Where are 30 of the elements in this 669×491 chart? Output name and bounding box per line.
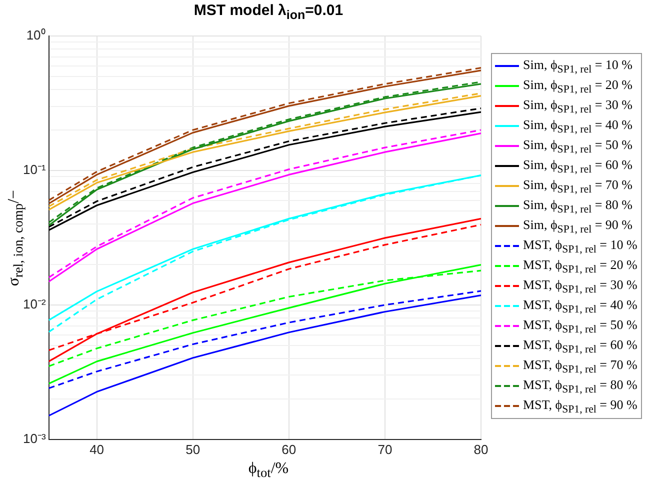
legend-label: Sim, ϕ$_{SP1, rel}$ = 20 %	[523, 76, 633, 96]
legend-label: Sim, ϕ$_{SP1, rel}$ = 50 %	[523, 136, 633, 156]
legend-label: MST, ϕ$_{SP1, rel}$ = 90 %	[523, 396, 638, 416]
legend-label: MST, ϕ$_{SP1, rel}$ = 20 %	[523, 256, 638, 276]
line-series	[48, 290, 481, 390]
x-axis-title: ϕ$_{tot}$/%	[247, 460, 290, 482]
legend-label: Sim, ϕ$_{SP1, rel}$ = 90 %	[523, 216, 633, 236]
y-tick-label: 10⁻²	[22, 296, 46, 312]
legend-label: Sim, ϕ$_{SP1, rel}$ = 30 %	[523, 96, 633, 116]
legend-label: Sim, ϕ$_{SP1, rel}$ = 40 %	[523, 116, 633, 136]
legend-label: MST, ϕ$_{SP1, rel}$ = 10 %	[523, 236, 638, 256]
x-tick-label: 40	[90, 442, 104, 457]
legend-label: Sim, ϕ$_{SP1, rel}$ = 80 %	[523, 196, 633, 216]
x-tick-label: 50	[186, 442, 200, 457]
y-tick-label: 10⁻³	[22, 430, 46, 446]
legend-label: Sim, ϕ$_{SP1, rel}$ = 60 %	[523, 156, 633, 176]
x-tick-label: 80	[474, 442, 488, 457]
legend-label: Sim, ϕ$_{SP1, rel}$ = 70 %	[523, 176, 633, 196]
legend-label: MST, ϕ$_{SP1, rel}$ = 70 %	[523, 356, 638, 376]
legend-label: Sim, ϕ$_{SP1, rel}$ = 10 %	[523, 56, 633, 76]
legend-label: MST, ϕ$_{SP1, rel}$ = 40 %	[523, 296, 638, 316]
legend-label: MST, ϕ$_{SP1, rel}$ = 60 %	[523, 336, 638, 356]
y-tick-label: 10⁰	[26, 28, 46, 43]
legend-label: MST, ϕ$_{SP1, rel}$ = 30 %	[523, 276, 638, 296]
x-tick-label: 60	[282, 442, 296, 457]
chart-title: MST model λ$_{ion}$=0.01	[192, 2, 344, 22]
y-tick-label: 10⁻¹	[22, 162, 46, 178]
x-tick-label: 70	[378, 442, 392, 457]
legend-label: MST, ϕ$_{SP1, rel}$ = 80 %	[523, 376, 638, 396]
legend-label: MST, ϕ$_{SP1, rel}$ = 50 %	[523, 316, 638, 336]
